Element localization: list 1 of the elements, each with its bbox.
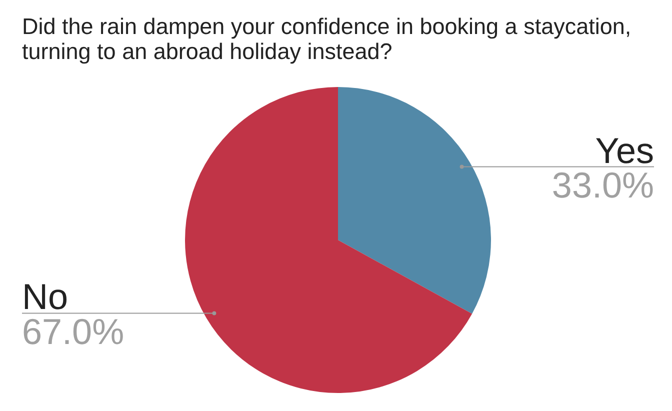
chart-title: Did the rain dampen your confidence in booking a staycation, turning to an abroad holiday instead? bbox=[22, 14, 632, 64]
